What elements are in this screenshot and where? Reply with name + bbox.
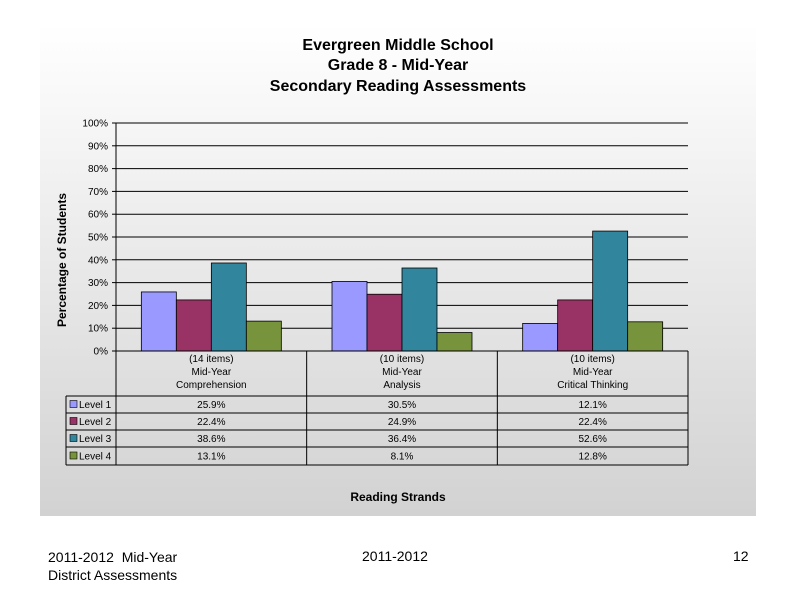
legend-key-level-4 (69, 451, 78, 460)
category-label: Analysis (383, 380, 420, 391)
footer-center: 2011-2012 (362, 548, 428, 564)
legend-key-level-3 (69, 434, 78, 442)
bar-level-1 (522, 323, 559, 352)
chart-title-line-2: Grade 8 - Mid-Year (327, 57, 469, 74)
bar-level-4 (245, 320, 282, 352)
category-label: (10 items) (380, 354, 424, 365)
data-table-value: 38.6% (197, 434, 225, 445)
category-label: Mid-Year (382, 367, 422, 378)
legend-label: Level 1 (79, 400, 112, 411)
x-axis-label: Reading Strands (350, 490, 446, 504)
footer-left-line-1: 2011-2012 Mid-Year (48, 549, 178, 565)
bar-level-3 (592, 230, 629, 352)
y-tick-label: 60% (88, 210, 108, 221)
bar-level-4 (627, 321, 664, 352)
data-table-value: 12.8% (578, 452, 606, 463)
data-table-value: 12.1% (578, 400, 606, 411)
legend-key-level-1 (69, 400, 78, 408)
footer-left-line-2: District Assessments (48, 567, 178, 583)
y-tick-label: 10% (88, 324, 108, 335)
y-tick-label: 0% (94, 347, 109, 358)
chart-title-line-3: Secondary Reading Assessments (269, 78, 527, 95)
bar-level-4 (436, 332, 473, 352)
y-tick-label: 100% (82, 119, 108, 130)
bar-level-2 (175, 299, 212, 352)
y-tick-label: 80% (88, 164, 108, 175)
data-table-value: 22.4% (197, 417, 225, 428)
y-tick-label: 90% (88, 141, 108, 152)
legend-label: Level 3 (79, 434, 112, 445)
data-table-value: 30.5% (388, 400, 416, 411)
legend-label: Level 2 (79, 417, 112, 428)
category-label: Mid-Year (573, 367, 613, 378)
page-number: 12 (733, 548, 749, 564)
y-tick-label: 30% (88, 278, 108, 289)
bar-level-2 (366, 293, 403, 352)
bar-level-1 (140, 291, 177, 352)
bar-level-1 (331, 281, 368, 352)
data-table-value: 36.4% (388, 434, 416, 445)
category-label: (14 items) (189, 354, 233, 365)
data-table-value: 24.9% (388, 417, 416, 428)
bar-level-3 (401, 267, 438, 352)
chart-panel (40, 24, 756, 516)
chart-title-line-1: Evergreen Middle School (302, 37, 494, 54)
bar-level-3 (210, 262, 247, 352)
category-label: (10 items) (570, 354, 614, 365)
y-tick-label: 70% (88, 187, 108, 198)
category-label: Mid-Year (192, 367, 232, 378)
y-tick-label: 50% (88, 233, 108, 244)
data-table-value: 52.6% (578, 434, 606, 445)
data-table-value: 8.1% (391, 452, 414, 463)
data-table-value: 13.1% (197, 452, 225, 463)
footer-left: 2011-2012 Mid-Year District Assessments (48, 548, 177, 584)
data-table-value: 25.9% (197, 400, 225, 411)
y-tick-label: 20% (88, 301, 108, 312)
data-table-value: 22.4% (578, 417, 606, 428)
category-label: Comprehension (176, 380, 247, 391)
bar-level-2 (557, 299, 594, 352)
legend-label: Level 4 (79, 452, 112, 463)
category-label: Critical Thinking (557, 380, 628, 391)
legend-key-level-2 (69, 417, 78, 425)
y-tick-label: 40% (88, 255, 108, 266)
